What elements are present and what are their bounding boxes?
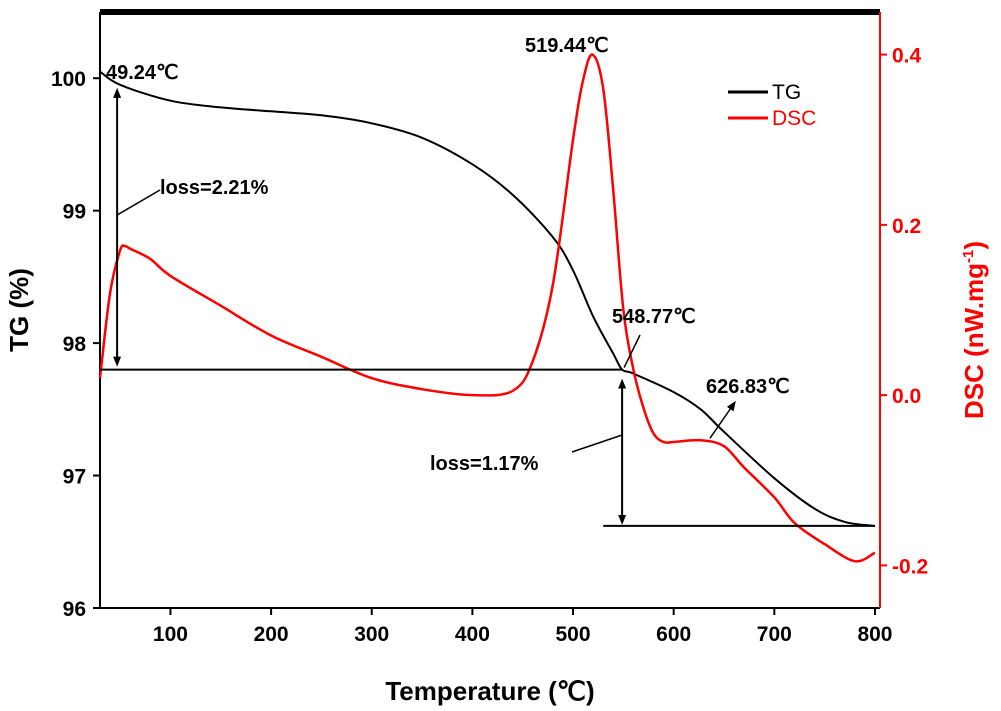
leader-knee-1: [623, 334, 641, 368]
x-axis-ticks: 100 200 300 400 500 600 700 800: [153, 608, 892, 646]
right-axis-ticks: -0.2 0.0 0.2 0.4: [880, 45, 928, 578]
x-tick-label: 300: [354, 623, 389, 646]
series-line-tg: [99, 70, 876, 527]
x-tick-label: 600: [656, 623, 691, 646]
x-tick-label: 400: [455, 623, 490, 646]
left-y-tick-label: 98: [63, 333, 87, 356]
legend-label-dsc: DSC: [772, 107, 816, 130]
annotation-loss-2: loss=1.17%: [430, 453, 539, 475]
right-y-tick-label: 0.0: [892, 385, 921, 408]
legend: TG DSC: [728, 81, 816, 130]
right-axis-title: DSC (nW.mg-1): [959, 241, 989, 419]
left-y-tick-label: 96: [63, 598, 86, 621]
right-y-tick-label: -0.2: [892, 555, 928, 578]
annotation-peak-dsc: 519.44℃: [525, 35, 609, 57]
x-tick-label: 800: [857, 623, 892, 646]
leader-loss-1: [116, 189, 161, 216]
x-tick-label: 700: [757, 623, 792, 646]
left-y-tick-label: 97: [63, 466, 86, 489]
x-tick-label: 200: [254, 623, 289, 646]
x-tick-label: 100: [153, 623, 188, 646]
annotation-knee-1: 548.77℃: [612, 306, 696, 328]
left-axis-title: TG (%): [4, 268, 34, 352]
x-tick-label: 500: [556, 623, 591, 646]
annotation-knee-2: 626.83℃: [706, 376, 790, 398]
legend-label-tg: TG: [772, 81, 801, 104]
left-y-tick-label: 99: [63, 201, 86, 224]
right-y-tick-label: 0.2: [892, 215, 921, 238]
annotation-peak-start: 49.24℃: [106, 62, 179, 84]
x-axis-title: Temperature (℃): [385, 676, 594, 706]
leader-loss-2: [571, 434, 623, 453]
series-line-dsc: [98, 53, 876, 563]
left-axis-ticks: 96 97 98 99 100: [51, 68, 100, 621]
leader-knee-2: [709, 400, 736, 439]
series-group: [98, 53, 876, 563]
left-y-tick-label: 100: [51, 68, 86, 91]
right-y-tick-label: 0.4: [892, 45, 922, 68]
annotation-loss-1: loss=2.21%: [160, 177, 269, 199]
annotation-guides: [100, 87, 875, 527]
